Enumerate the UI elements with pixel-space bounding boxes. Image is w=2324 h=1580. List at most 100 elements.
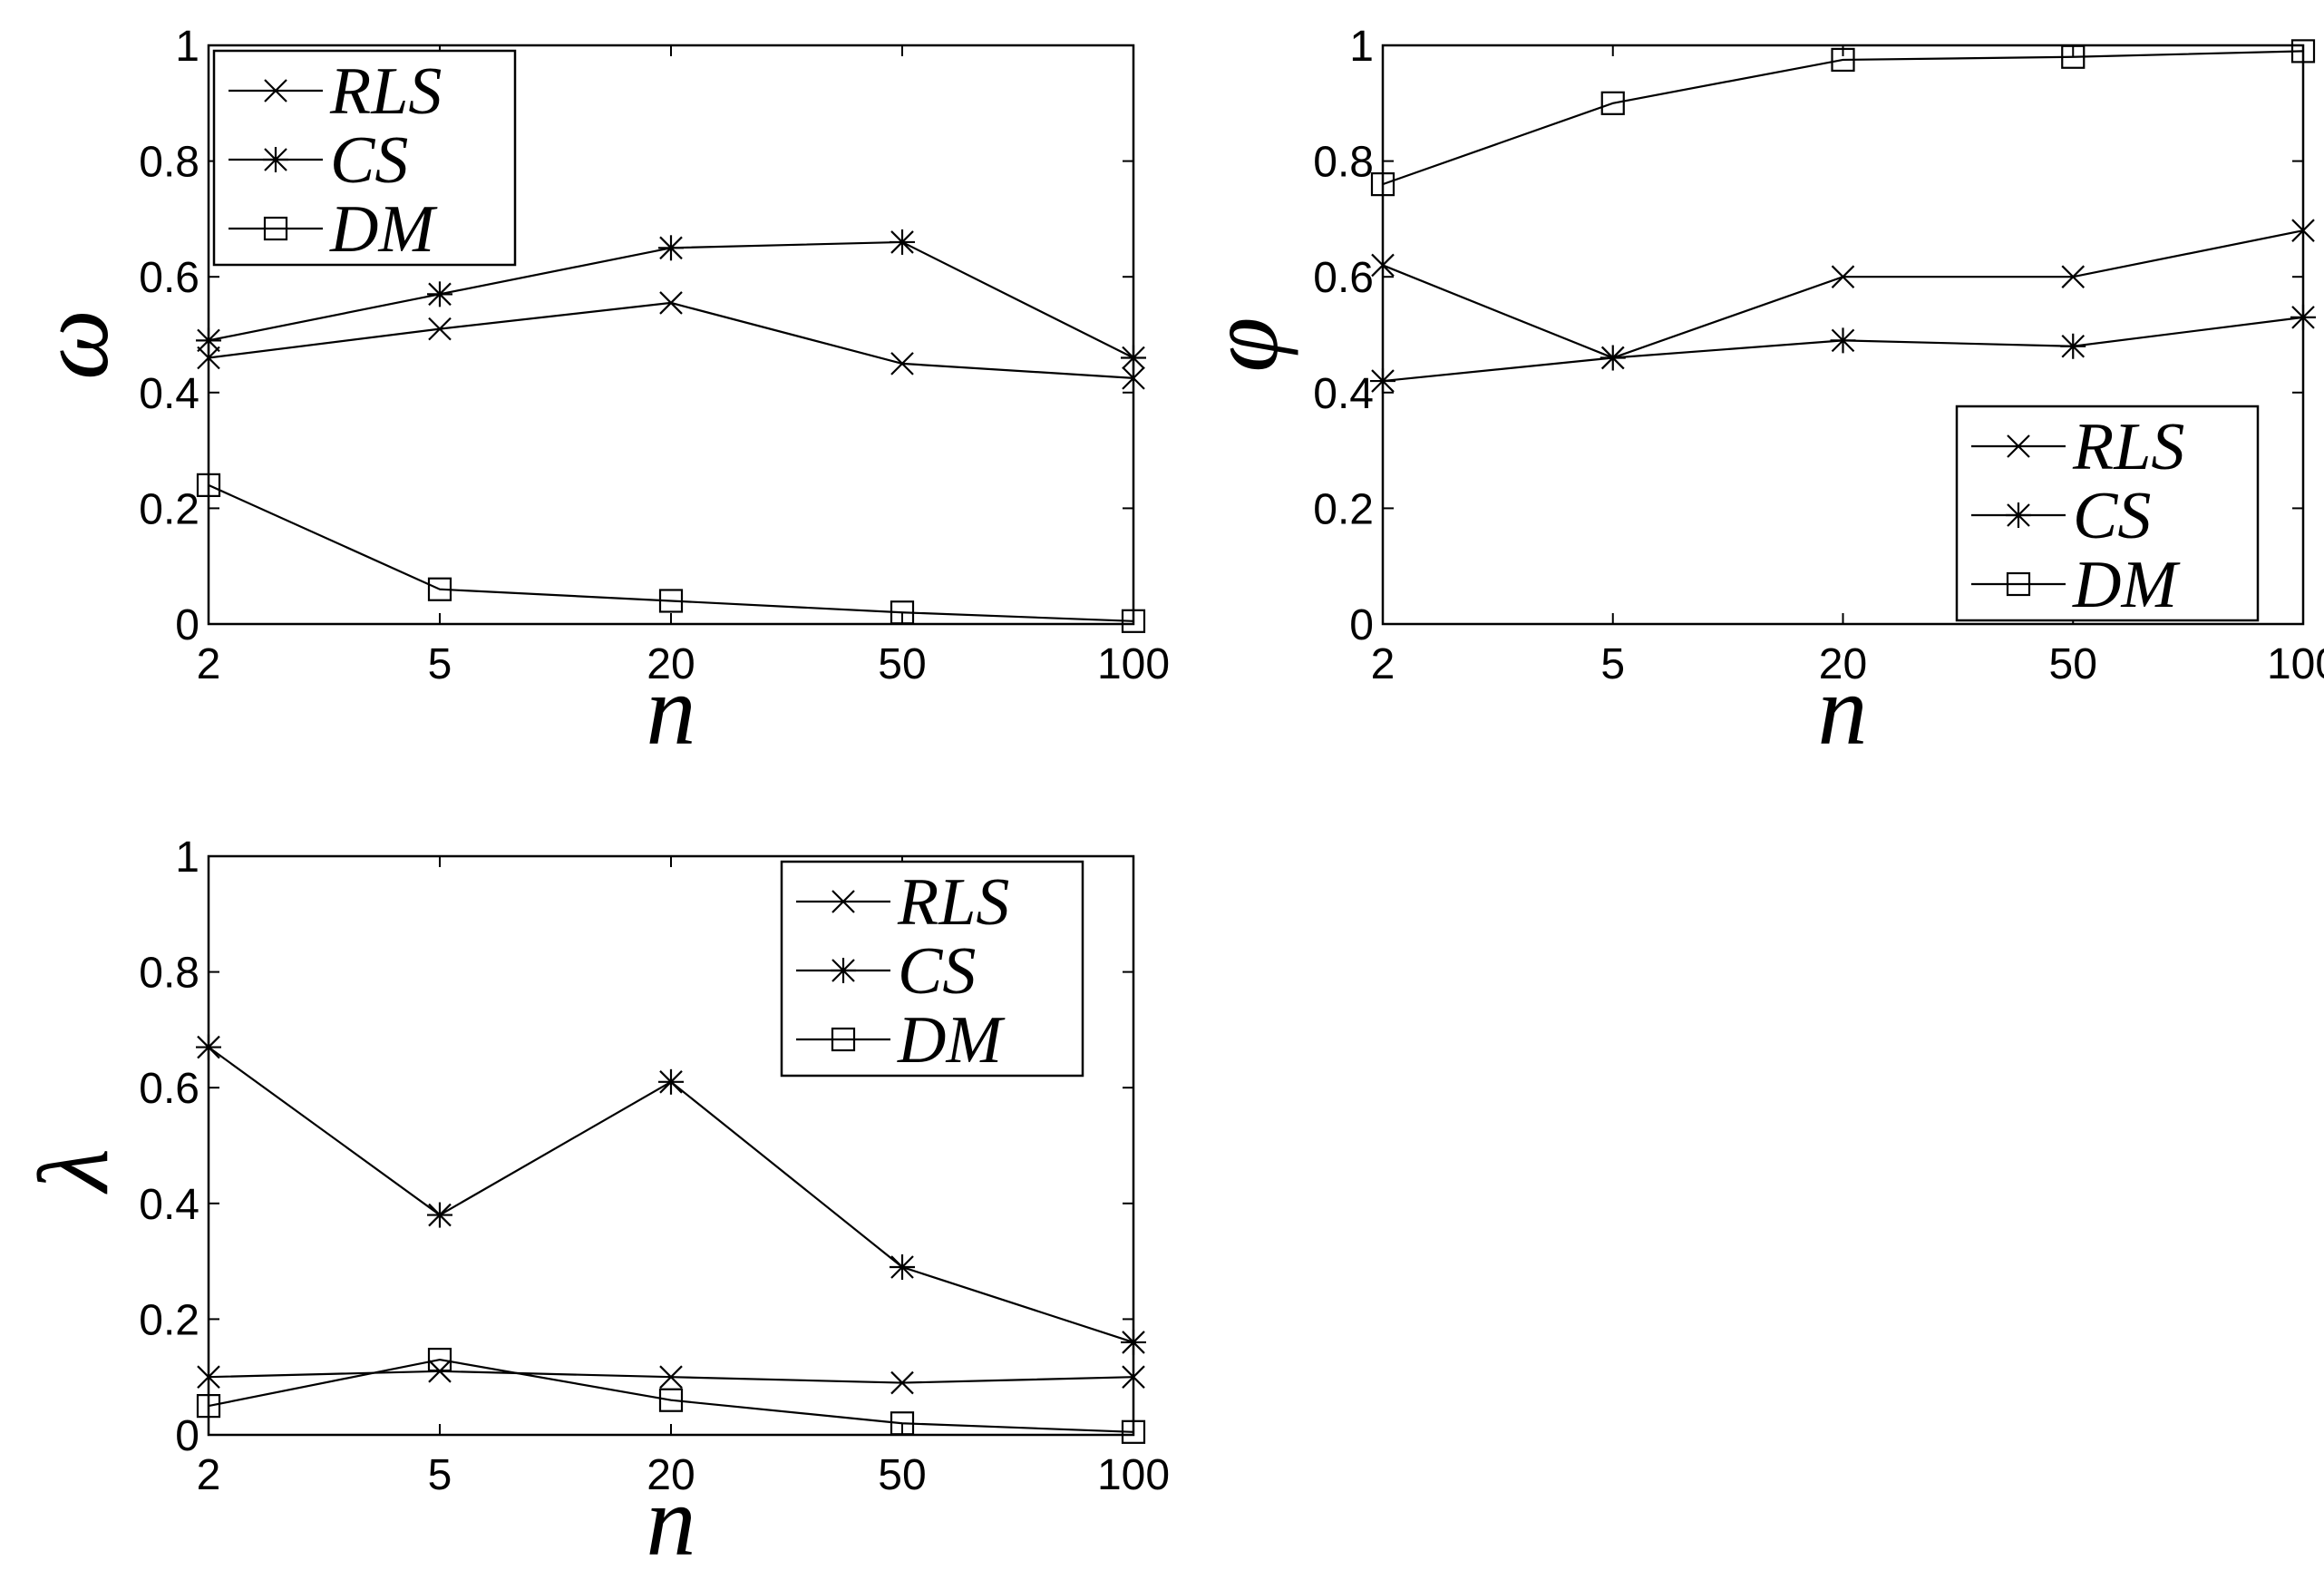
x-tick-label: 20 bbox=[647, 1451, 695, 1499]
x-tick-label: 50 bbox=[878, 640, 926, 688]
data-point-rls-b bbox=[197, 346, 220, 370]
x-tick-label: 5 bbox=[1600, 640, 1625, 688]
data-point-rls-b bbox=[890, 1370, 914, 1395]
x-axis-label: n bbox=[647, 1466, 696, 1576]
series-dm bbox=[1370, 39, 2316, 197]
data-point-dm bbox=[1600, 91, 1625, 115]
legend-label-cs: CS bbox=[898, 934, 976, 1009]
y-tick-label: 0 bbox=[175, 1412, 199, 1460]
y-tick-label: 0.6 bbox=[139, 254, 199, 302]
y-axis-label: ω bbox=[18, 309, 129, 380]
y-tick-label: 0.8 bbox=[1313, 139, 1374, 187]
legend-label-dm: DM bbox=[2072, 548, 2181, 622]
y-tick-label: 0 bbox=[175, 601, 199, 649]
data-point-dm bbox=[890, 600, 915, 625]
y-tick-label: 0.2 bbox=[139, 485, 199, 533]
legend-marker-dm bbox=[2006, 571, 2031, 597]
data-point-rls-b bbox=[890, 352, 914, 375]
legend-marker-rls-b bbox=[831, 890, 855, 913]
x-tick-label: 2 bbox=[1371, 640, 1395, 688]
legend-label-rls: RLS bbox=[2072, 410, 2184, 484]
data-point-dm bbox=[427, 1347, 452, 1372]
y-axis-label: φ bbox=[1188, 317, 1298, 373]
data-point-dm bbox=[427, 577, 452, 601]
series-rls bbox=[197, 1360, 1145, 1395]
y-tick-label: 0.6 bbox=[139, 1065, 199, 1113]
y-tick-label: 0.2 bbox=[1313, 485, 1374, 533]
series-cs bbox=[1370, 304, 2316, 395]
data-point-rls-b bbox=[1122, 366, 1145, 390]
data-point-rls-b bbox=[1371, 253, 1395, 278]
y-axis-label: λ bbox=[18, 1148, 129, 1195]
x-tick-label: 100 bbox=[2267, 640, 2324, 688]
y-tick-label: 0.4 bbox=[1313, 370, 1374, 418]
legend-marker-dm bbox=[263, 216, 288, 241]
y-tick-label: 0.8 bbox=[139, 950, 199, 998]
series-dm bbox=[196, 473, 1146, 633]
y-tick-label: 0.4 bbox=[139, 1181, 199, 1229]
y-tick-label: 1 bbox=[175, 23, 199, 71]
x-axis-label: n bbox=[647, 655, 696, 766]
y-tick-label: 1 bbox=[1349, 23, 1374, 71]
legend-label-dm: DM bbox=[897, 1003, 1006, 1078]
data-point-dm bbox=[196, 473, 221, 497]
legend-label-cs: CS bbox=[2073, 479, 2151, 553]
x-tick-label: 100 bbox=[1097, 640, 1170, 688]
series-line-dm bbox=[208, 1358, 1134, 1433]
x-tick-label: 50 bbox=[878, 1451, 926, 1499]
x-tick-label: 2 bbox=[197, 1451, 221, 1499]
series-line-dm bbox=[208, 483, 1134, 622]
data-point-dm bbox=[1121, 609, 1146, 633]
data-point-rls-b bbox=[659, 291, 683, 315]
data-point-rls-b bbox=[659, 1365, 683, 1389]
y-tick-label: 0.6 bbox=[1313, 254, 1374, 302]
data-point-dm bbox=[658, 1388, 684, 1412]
y-tick-label: 0.4 bbox=[139, 370, 199, 418]
data-point-dm bbox=[2061, 44, 2086, 69]
series-rls bbox=[197, 291, 1145, 390]
x-tick-label: 20 bbox=[1819, 640, 1867, 688]
series-cs bbox=[196, 229, 1146, 371]
y-tick-label: 0 bbox=[1349, 601, 1374, 649]
x-tick-label: 50 bbox=[2049, 640, 2097, 688]
x-tick-label: 2 bbox=[197, 640, 221, 688]
x-tick-label: 100 bbox=[1097, 1451, 1170, 1499]
data-point-rls-b bbox=[2291, 219, 2315, 242]
data-point-dm bbox=[890, 1411, 915, 1436]
legend-label-rls: RLS bbox=[897, 865, 1009, 940]
x-tick-label: 5 bbox=[428, 1451, 452, 1499]
y-tick-label: 0.8 bbox=[139, 139, 199, 187]
y-tick-label: 0.2 bbox=[139, 1296, 199, 1344]
x-tick-label: 20 bbox=[647, 640, 695, 688]
x-tick-label: 5 bbox=[428, 640, 452, 688]
x-axis-label: n bbox=[1818, 655, 1868, 766]
legend-label-dm: DM bbox=[329, 192, 438, 267]
series-line-dm bbox=[1382, 50, 2304, 186]
y-tick-label: 1 bbox=[175, 834, 199, 882]
data-point-rls-b bbox=[2061, 265, 2086, 288]
data-point-dm bbox=[658, 589, 684, 613]
data-point-dm bbox=[196, 1393, 221, 1419]
legend-marker-rls-b bbox=[2007, 434, 2030, 458]
legend-marker-dm bbox=[831, 1027, 856, 1052]
data-point-rls-b bbox=[197, 1365, 220, 1389]
legend-marker-rls-b bbox=[264, 79, 287, 102]
data-point-dm bbox=[2290, 39, 2316, 63]
data-point-rls-b bbox=[1122, 1365, 1145, 1389]
data-point-rls-b bbox=[428, 317, 452, 341]
series-cs bbox=[196, 1034, 1146, 1355]
data-point-rls-b bbox=[1831, 265, 1855, 288]
series-dm bbox=[196, 1347, 1146, 1444]
data-point-dm bbox=[1831, 47, 1855, 73]
data-point-dm bbox=[1370, 172, 1395, 197]
legend-label-rls: RLS bbox=[329, 54, 442, 129]
legend-label-cs: CS bbox=[330, 123, 408, 198]
data-point-dm bbox=[1121, 1419, 1146, 1444]
